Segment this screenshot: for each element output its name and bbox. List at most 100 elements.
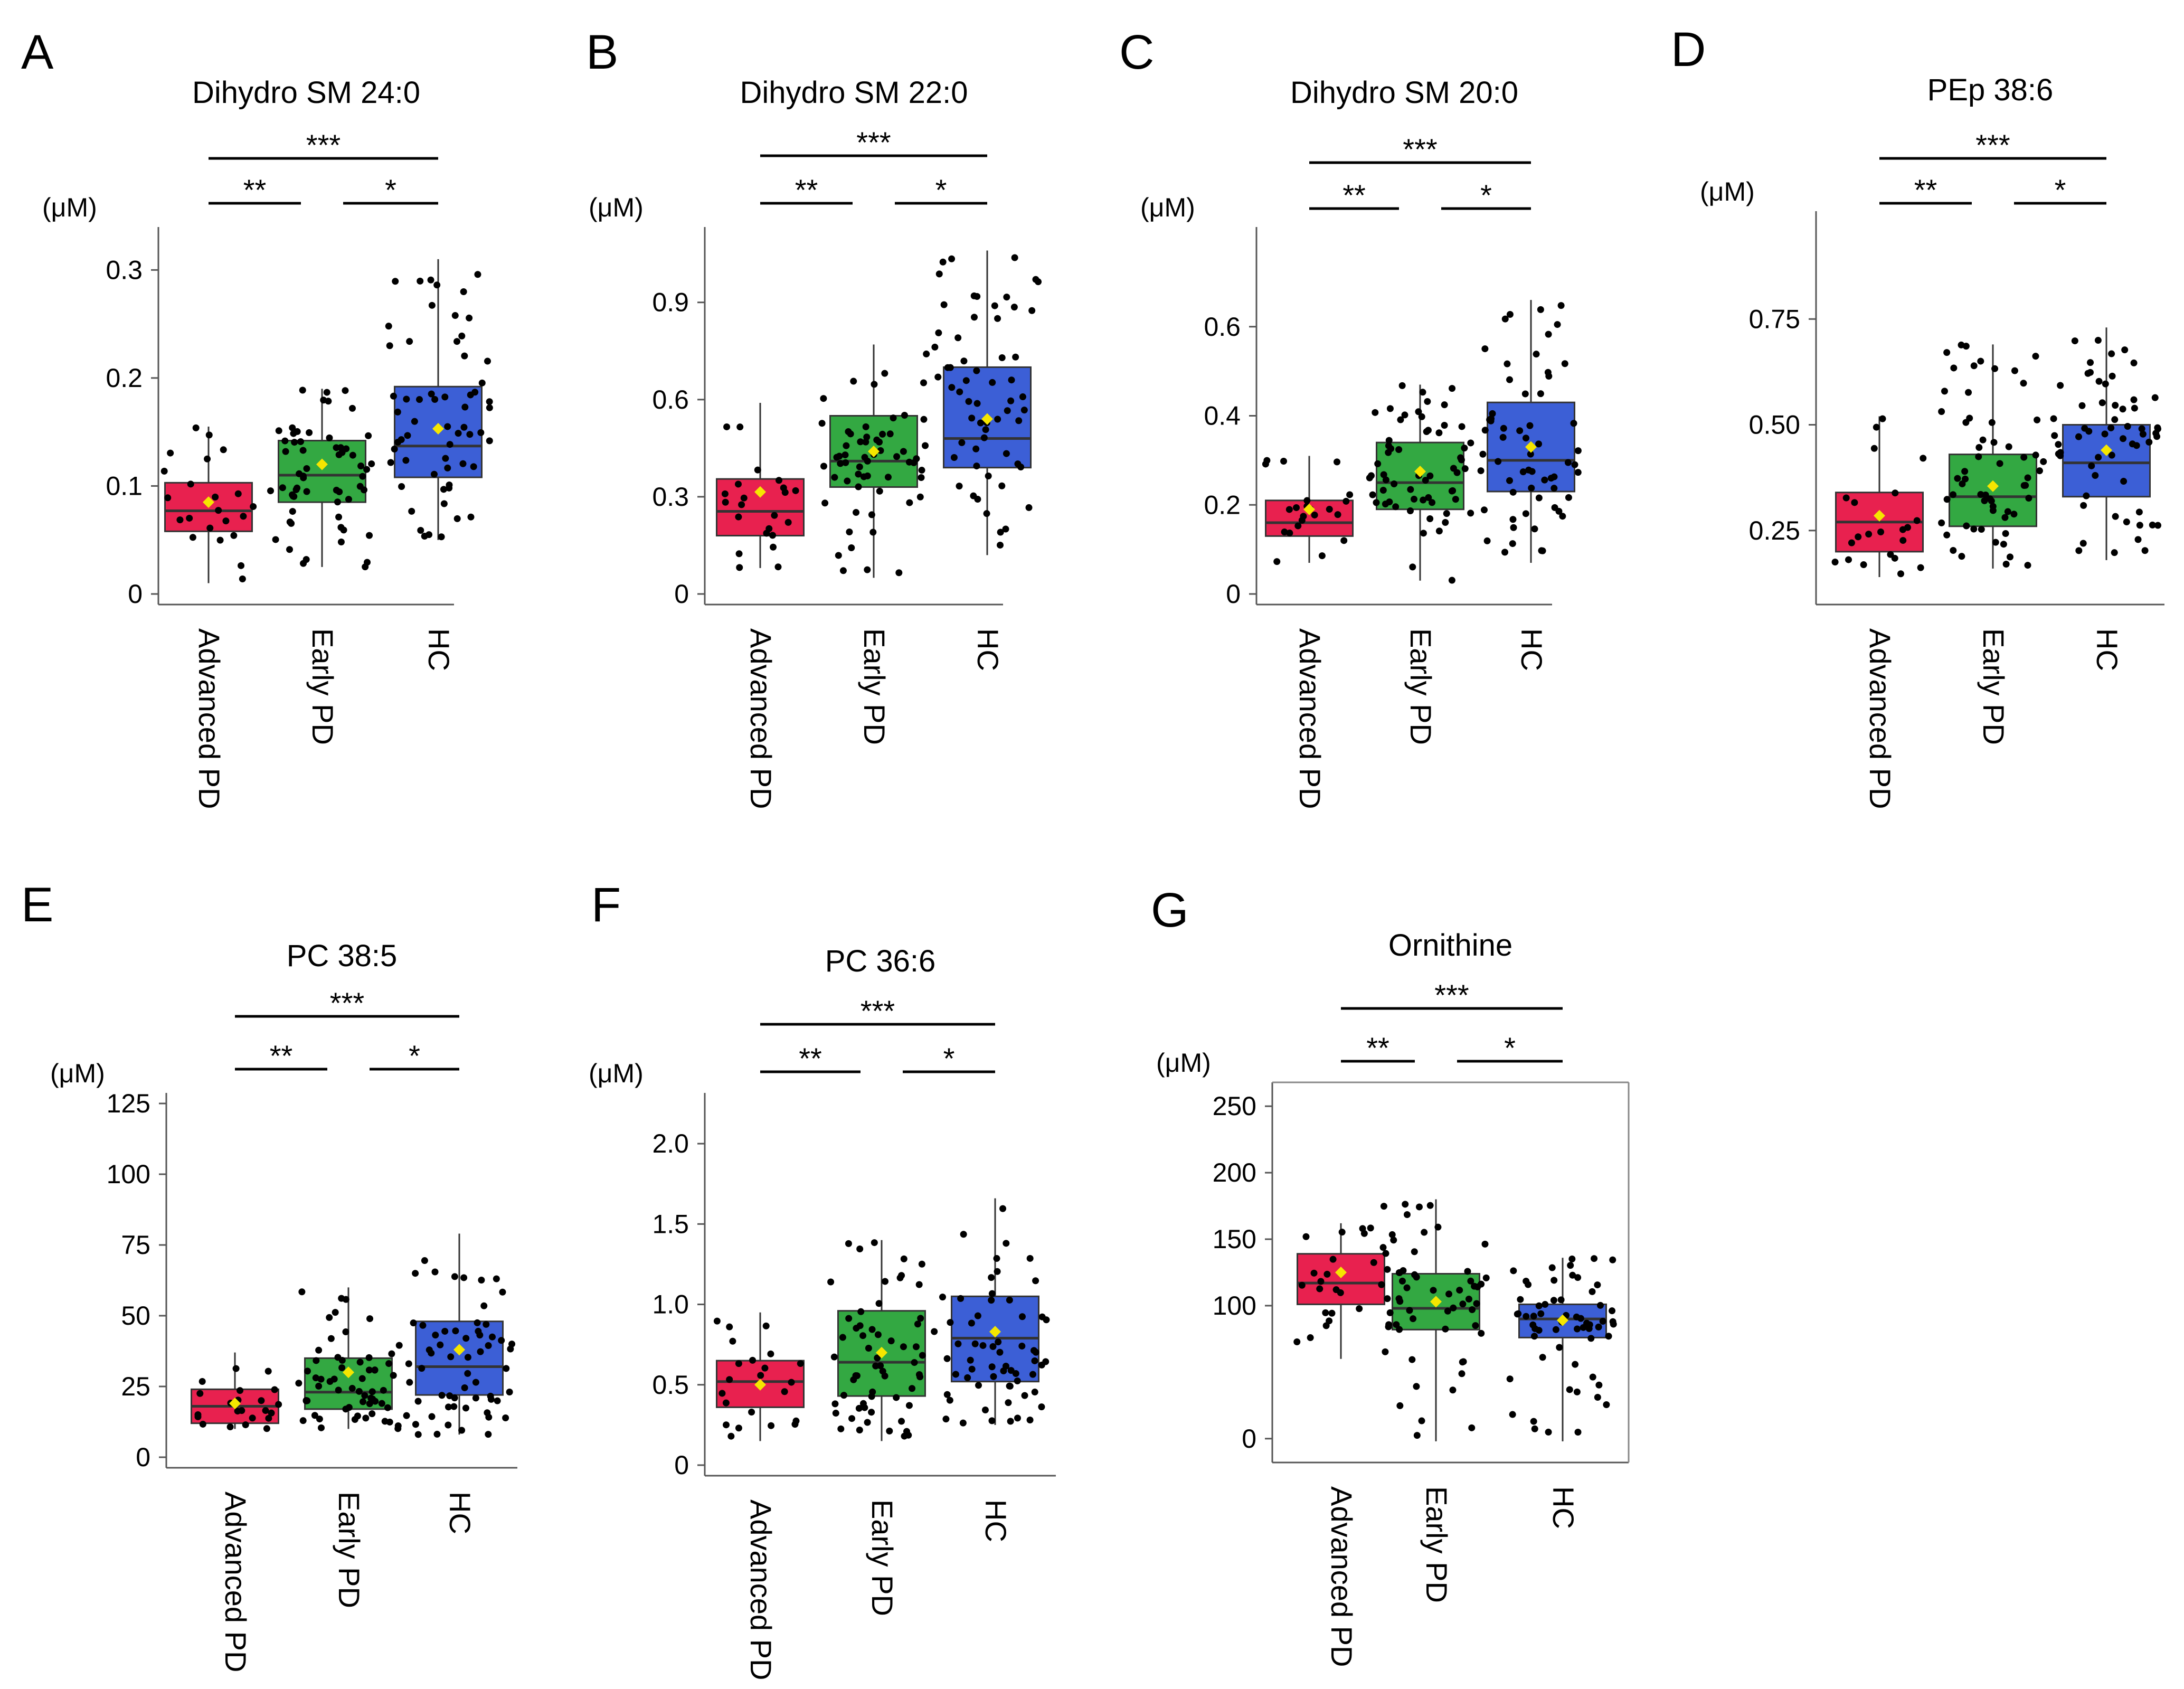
data-point xyxy=(461,403,469,411)
data-point xyxy=(947,364,954,371)
category-label: Advanced PD xyxy=(744,1499,778,1680)
data-point xyxy=(315,1382,323,1390)
data-point xyxy=(1011,254,1018,261)
data-point xyxy=(1479,450,1487,458)
data-point xyxy=(267,487,275,495)
data-point xyxy=(1468,1424,1476,1431)
data-point xyxy=(1539,547,1546,554)
data-point xyxy=(1979,436,1987,444)
sig-bracket-adv-early-label: ** xyxy=(1366,1031,1389,1064)
data-point xyxy=(874,1354,881,1362)
data-point xyxy=(458,332,466,339)
y-tick-label: 200 xyxy=(1213,1158,1256,1187)
data-point xyxy=(205,431,213,439)
data-point xyxy=(1448,577,1455,584)
data-point xyxy=(1978,526,1985,533)
data-point xyxy=(988,1297,995,1304)
data-point xyxy=(890,414,897,422)
data-point xyxy=(1591,1255,1598,1262)
data-point xyxy=(1386,405,1394,412)
data-point xyxy=(1574,1428,1582,1436)
data-point xyxy=(226,1423,234,1431)
sig-bracket-adv-early-label: ** xyxy=(270,1039,293,1072)
data-point xyxy=(767,1350,774,1357)
data-point xyxy=(2149,521,2156,529)
data-point xyxy=(348,404,356,412)
data-point xyxy=(335,1386,342,1394)
data-point xyxy=(965,398,972,405)
data-point xyxy=(2121,346,2129,354)
data-point xyxy=(877,447,884,454)
data-point xyxy=(419,1322,427,1329)
data-point xyxy=(461,1384,468,1391)
data-point xyxy=(1975,453,1982,460)
data-point xyxy=(735,1424,742,1432)
data-point xyxy=(843,442,850,449)
data-point xyxy=(358,1375,366,1382)
data-point xyxy=(998,354,1006,362)
category-label: Early PD xyxy=(858,628,891,745)
data-point xyxy=(1014,1414,1021,1422)
data-point xyxy=(1461,465,1469,473)
data-point xyxy=(1385,437,1393,444)
data-point xyxy=(859,1332,867,1339)
data-point xyxy=(964,1374,971,1381)
data-point xyxy=(2130,359,2138,366)
data-point xyxy=(2071,337,2078,345)
data-point xyxy=(835,552,842,559)
data-point xyxy=(2111,549,2118,556)
data-point xyxy=(485,1342,492,1350)
data-point xyxy=(478,379,486,386)
data-point xyxy=(1420,530,1427,537)
data-point xyxy=(1887,551,1894,558)
data-point xyxy=(723,423,731,430)
data-point xyxy=(736,564,743,571)
data-point xyxy=(1286,530,1293,537)
data-point xyxy=(918,474,925,482)
data-point xyxy=(1587,1335,1595,1342)
mean-marker xyxy=(1525,441,1537,453)
data-point xyxy=(939,258,947,266)
data-point xyxy=(2051,432,2058,439)
data-point xyxy=(2006,553,2013,561)
data-point xyxy=(1003,294,1010,301)
data-point xyxy=(503,1365,510,1372)
data-point xyxy=(1418,413,1425,420)
data-point xyxy=(1535,494,1543,502)
data-point xyxy=(839,567,847,574)
data-point xyxy=(1396,1402,1404,1409)
data-point xyxy=(1422,477,1429,484)
data-point xyxy=(1303,497,1311,504)
data-point xyxy=(994,315,1001,322)
data-point xyxy=(438,1392,446,1399)
data-point xyxy=(2107,424,2115,431)
data-point xyxy=(342,1405,349,1413)
data-point xyxy=(1473,1300,1480,1307)
data-point xyxy=(1338,1229,1346,1236)
data-point xyxy=(762,1322,770,1329)
data-point xyxy=(362,1414,370,1422)
data-point xyxy=(931,1328,938,1335)
box-group-early-pd: Early PD xyxy=(295,1287,403,1608)
data-point xyxy=(729,1337,736,1345)
y-tick-label: 0.3 xyxy=(106,255,143,285)
data-point xyxy=(338,1364,346,1372)
data-point xyxy=(996,541,1004,549)
data-point xyxy=(345,496,352,503)
data-point xyxy=(2057,382,2064,389)
data-point xyxy=(727,1432,735,1440)
data-point xyxy=(957,1295,965,1302)
data-point xyxy=(365,1366,373,1374)
data-point xyxy=(334,498,341,506)
data-point xyxy=(2080,502,2087,509)
data-point xyxy=(960,1231,967,1238)
data-point xyxy=(1387,445,1395,452)
data-point xyxy=(394,408,401,416)
data-point xyxy=(1421,1229,1428,1236)
data-point xyxy=(761,1364,769,1372)
panel-letter: B xyxy=(586,25,618,79)
data-point xyxy=(959,1419,967,1427)
data-point xyxy=(735,513,742,521)
data-point xyxy=(1594,1393,1601,1401)
data-point xyxy=(1391,480,1398,487)
